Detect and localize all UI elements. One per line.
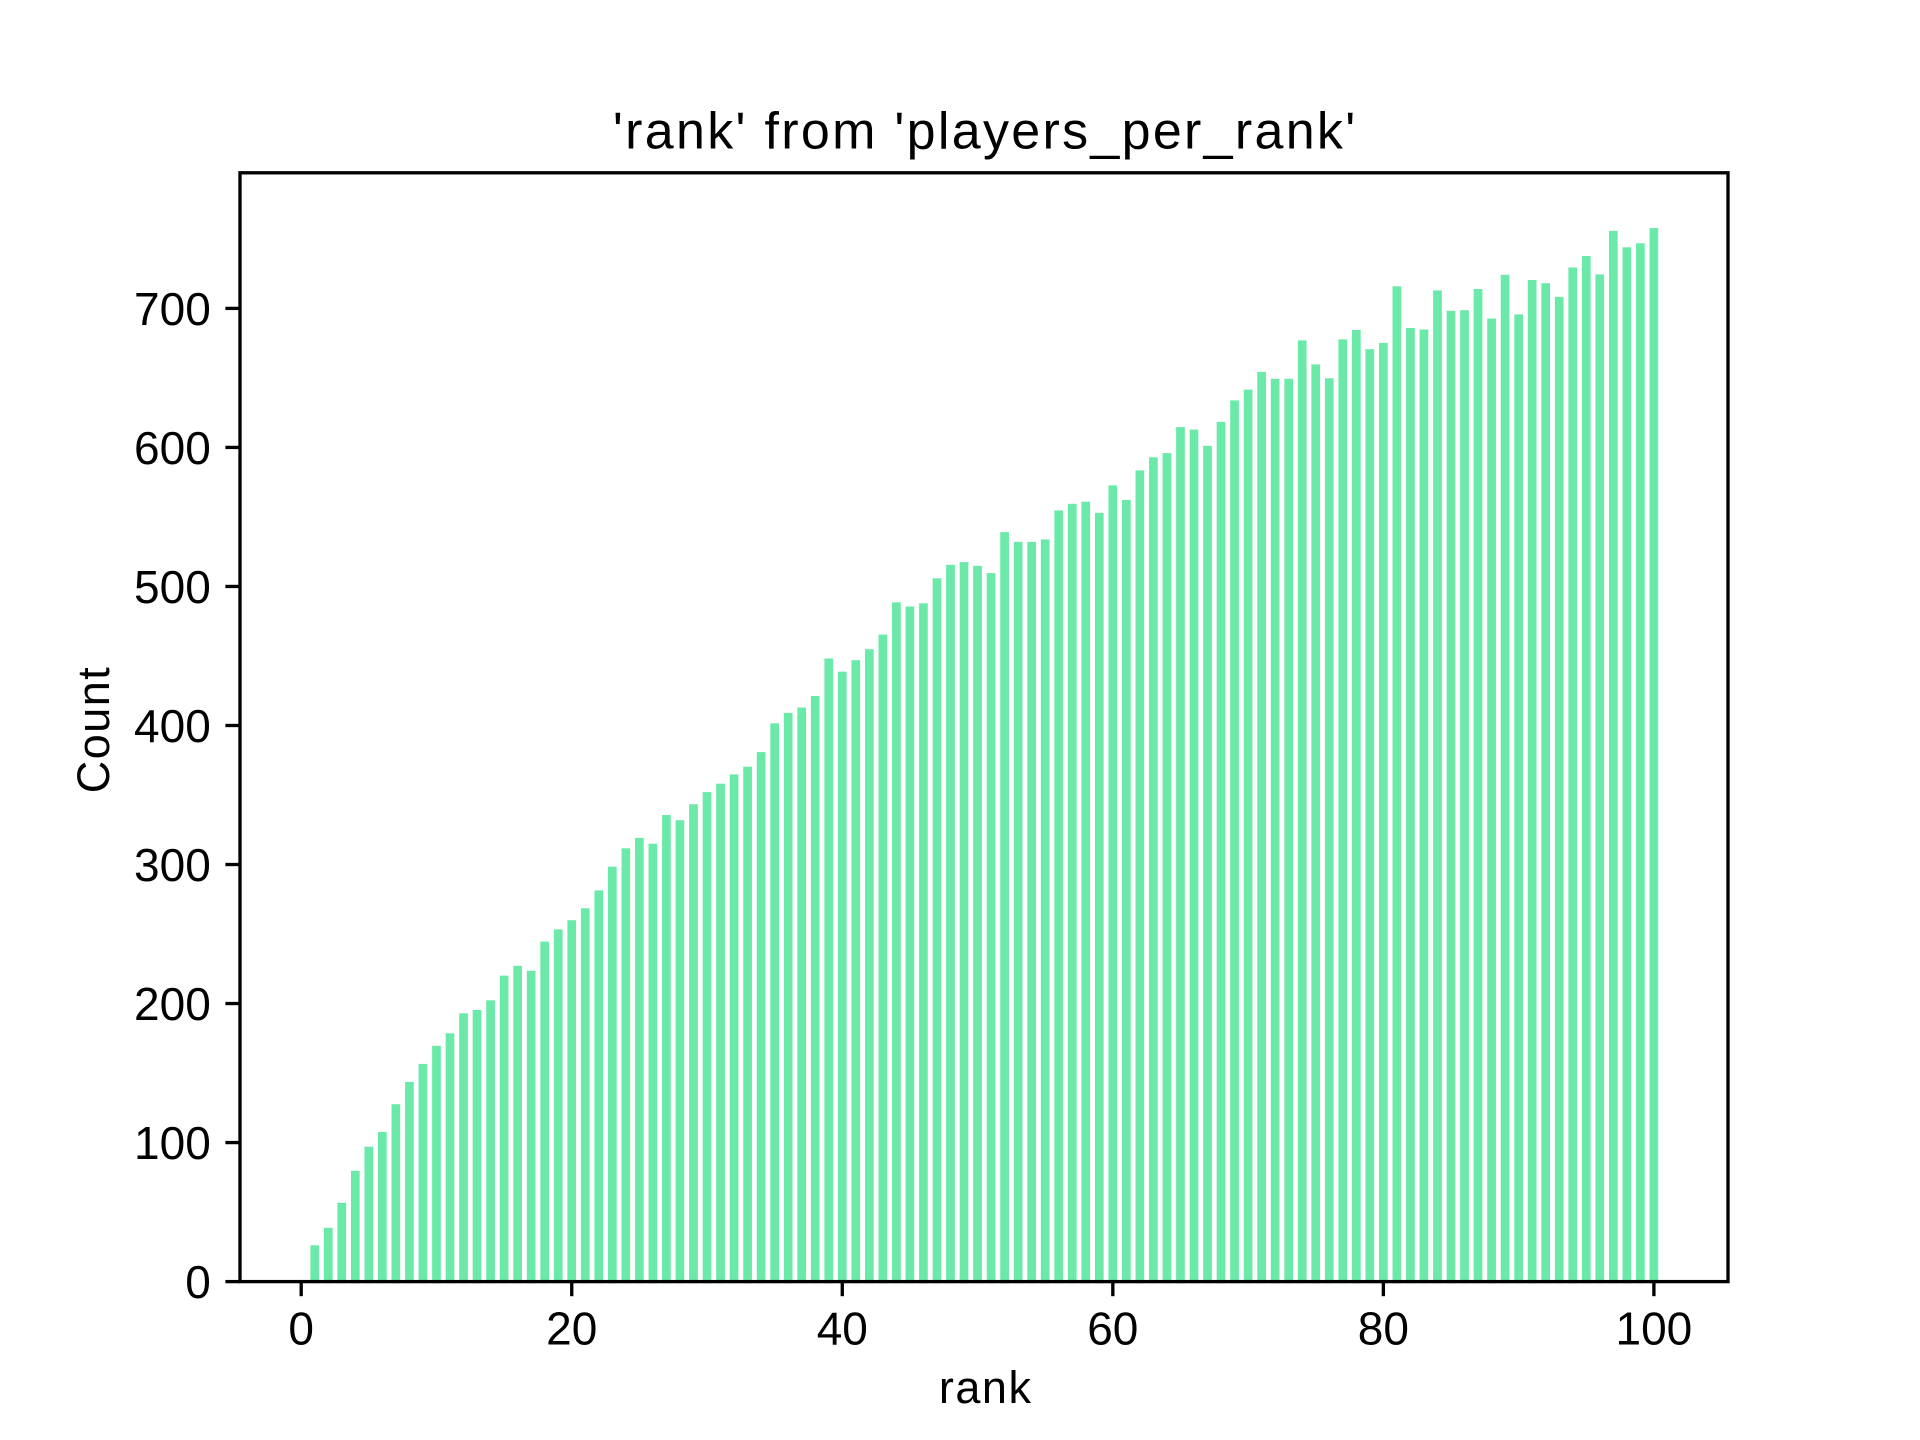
svg-text:200: 200 [134, 978, 211, 1030]
svg-text:100: 100 [1616, 1303, 1693, 1355]
svg-text:'rank' from 'players_per_rank': 'rank' from 'players_per_rank' [613, 102, 1358, 160]
svg-text:500: 500 [134, 561, 211, 613]
svg-text:100: 100 [134, 1117, 211, 1169]
svg-text:0: 0 [288, 1303, 314, 1355]
svg-text:600: 600 [134, 422, 211, 474]
svg-text:60: 60 [1087, 1303, 1138, 1355]
svg-text:rank: rank [939, 1362, 1033, 1413]
svg-text:20: 20 [546, 1303, 597, 1355]
svg-text:300: 300 [134, 839, 211, 891]
svg-text:Count: Count [68, 666, 119, 794]
svg-text:40: 40 [817, 1303, 868, 1355]
svg-text:80: 80 [1358, 1303, 1409, 1355]
svg-text:0: 0 [185, 1256, 211, 1308]
svg-text:700: 700 [134, 283, 211, 335]
svg-text:400: 400 [134, 700, 211, 752]
